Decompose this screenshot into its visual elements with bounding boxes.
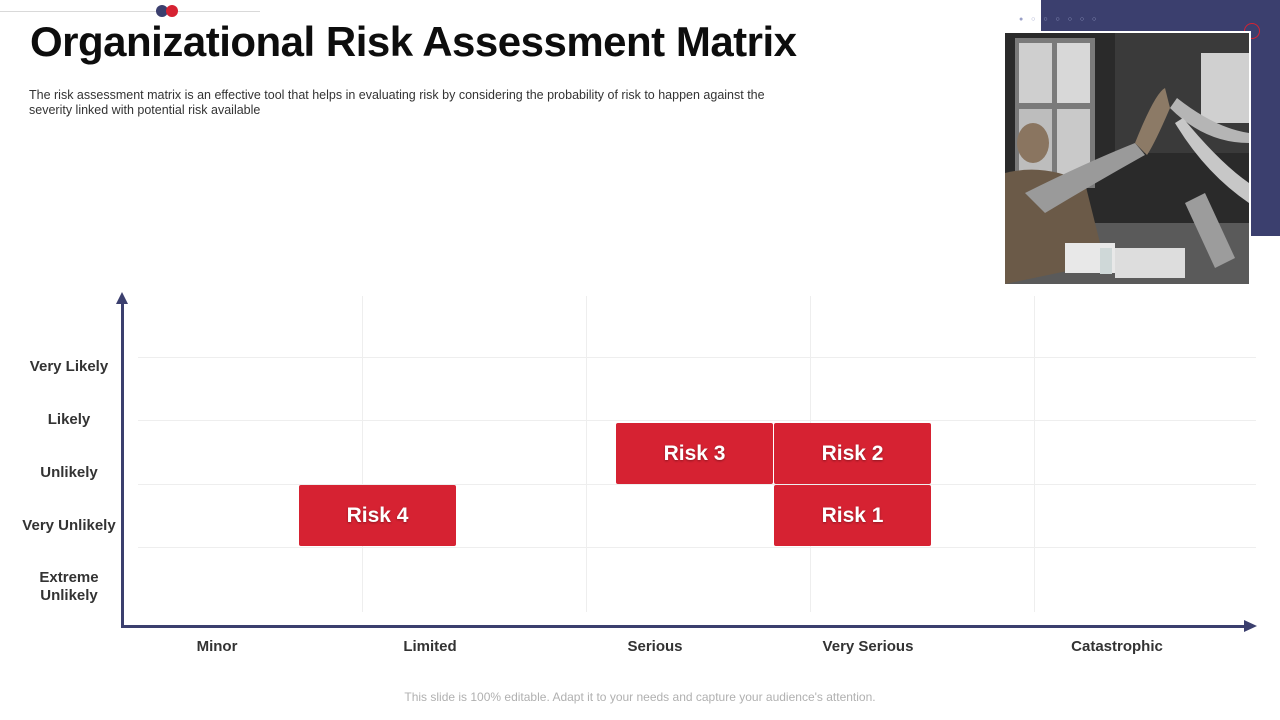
y-label-unlikely: Unlikely [40,464,98,481]
risk-4-box: Risk 4 [299,485,456,546]
y-label-likely: Likely [47,411,91,428]
y-axis-line [121,300,124,628]
x-label-serious: Serious [627,638,683,655]
grid-line-horizontal [138,420,1256,421]
grid-line-horizontal [138,357,1256,358]
page-subtitle: The risk assessment matrix is an effecti… [29,88,765,117]
footer-note: This slide is 100% editable. Adapt it to… [404,690,876,704]
y-label-extreme-unlikely: Extreme Unlikely [39,569,99,604]
grid-line-vertical [362,296,363,612]
y-axis-arrow-icon [116,292,128,304]
grid-line-horizontal [138,547,1256,548]
y-label-very-likely: Very Likely [29,358,109,375]
risk-1-box: Risk 1 [774,485,931,546]
page-title: Organizational Risk Assessment Matrix [30,18,797,65]
x-label-minor: Minor [196,638,238,655]
grid-line-horizontal [138,484,1256,485]
risk-3-box: Risk 3 [616,423,773,484]
x-axis-line [121,625,1249,628]
top-divider-line [0,11,260,12]
x-label-limited: Limited [403,638,457,655]
team-high-five-photo [1003,31,1251,286]
y-label-very-unlikely: Very Unlikely [22,517,116,534]
decorative-dots-icon: ● ○ ○ ○ ○ ○ ○ [1019,16,1100,23]
x-label-catastrophic: Catastrophic [1071,638,1163,655]
grid-line-vertical [1034,296,1035,612]
x-axis-arrow-icon [1244,620,1257,632]
navy-dot-icon [156,5,168,17]
red-dot-icon [166,5,178,17]
grid-line-vertical [586,296,587,612]
risk-2-box: Risk 2 [774,423,931,484]
x-label-very-serious: Very Serious [822,638,914,655]
